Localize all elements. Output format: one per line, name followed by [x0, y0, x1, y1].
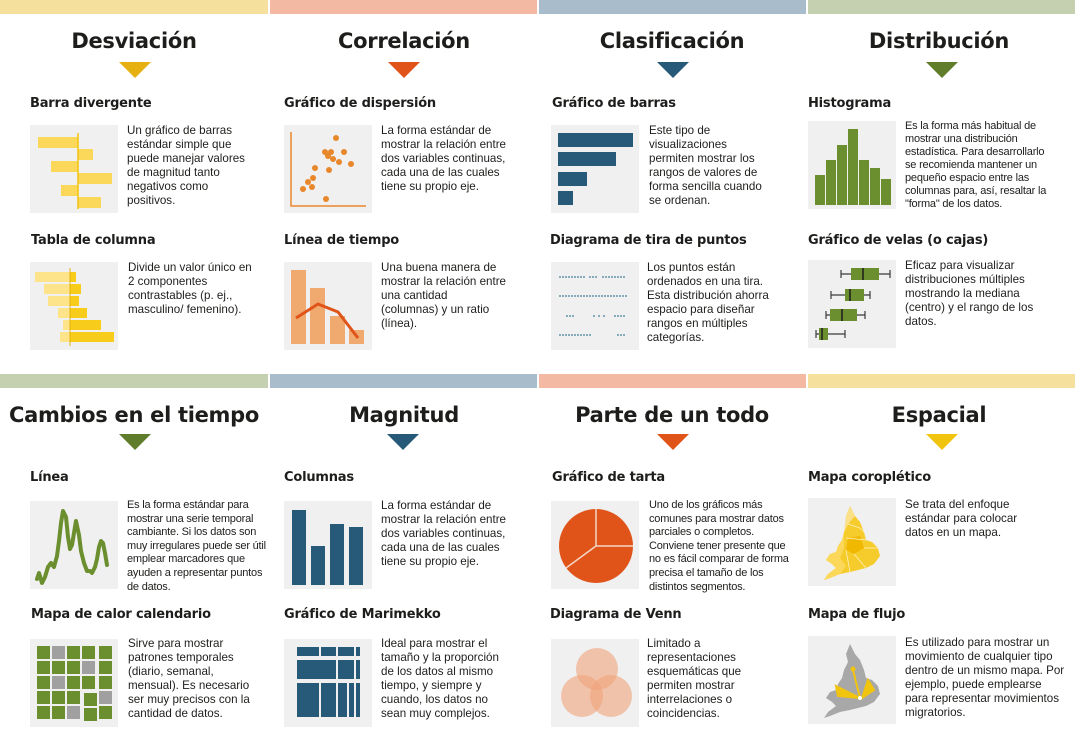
item-description: Divide un valor único en 2 componentes c… [128, 261, 252, 316]
marimekko-chart-icon [284, 639, 372, 727]
category-correlacion: Correlación Gráfico de dispersión La for… [270, 0, 538, 370]
item-description: Un gráfico de barras estándar simple que… [127, 124, 245, 207]
item-description: Uno de los gráficos más comunes para mos… [649, 499, 789, 593]
category-title: Distribución [868, 29, 1010, 53]
item-title: Diagrama de tira de puntos [550, 233, 747, 248]
item-description: Es la forma estándar para mostrar una se… [127, 499, 266, 593]
band-clasificacion [539, 0, 806, 14]
triangle-down-icon [387, 434, 419, 450]
choropleth-map-icon [808, 498, 896, 586]
category-title: Correlación [338, 29, 470, 53]
item-title: Diagrama de Venn [550, 607, 682, 622]
item-description: Limitado a representaciones esquemáticas… [647, 637, 742, 720]
triangle-down-icon [657, 62, 689, 78]
item-title: Mapa coroplético [808, 470, 931, 485]
band-correlacion [270, 0, 537, 14]
item-title: Mapa de calor calendario [31, 607, 211, 622]
item-title: Tabla de columna [31, 233, 156, 248]
band-magnitud [270, 374, 537, 388]
band-distribucion [808, 0, 1075, 14]
item-title: Gráfico de velas (o cajas) [808, 233, 989, 248]
item-description: Sirve para mostrar patrones temporales (… [128, 637, 250, 720]
boxplot-icon [808, 260, 896, 348]
item-description: Una buena manera de mostrar la relación … [381, 261, 507, 330]
category-desviacion: Desviación Barra divergente Un gráfico d… [0, 0, 268, 370]
category-cambios-en-el-tiempo: Cambios en el tiempo Línea Es la forma e… [0, 374, 268, 743]
item-description: Es utilizado para mostrar un movimiento … [905, 636, 1065, 719]
item-title: Gráfico de tarta [552, 470, 665, 485]
dot-strip-plot-icon [551, 262, 639, 350]
venn-diagram-icon [551, 639, 639, 727]
ordered-bar-chart-icon [551, 125, 639, 213]
item-description: Eficaz para visualizar distribuciones mú… [905, 259, 1034, 328]
item-description: Se trata del enfoque estándar para coloc… [905, 498, 1018, 539]
triangle-down-icon [119, 434, 151, 450]
category-title: Cambios en el tiempo [8, 403, 259, 427]
category-distribucion: Distribución Histograma Es la forma más … [805, 0, 1073, 370]
category-espacial: Espacial Mapa coroplético Se trata del e… [805, 374, 1073, 743]
scatter-plot-icon [284, 125, 372, 213]
category-title: Parte de un todo [575, 403, 769, 427]
item-description: Este tipo de visualizaciones permiten mo… [649, 124, 762, 207]
category-title: Magnitud [349, 403, 459, 427]
item-title: Columnas [284, 470, 354, 485]
item-description: La forma estándar de mostrar la relación… [381, 124, 507, 193]
category-clasificacion: Clasificación Gráfico de barras Este tip… [538, 0, 806, 370]
category-parte-de-un-todo: Parte de un todo Gráfico de tarta Uno de… [538, 374, 806, 743]
spine-chart-icon [30, 262, 118, 350]
pie-chart-icon [551, 501, 639, 589]
category-title: Clasificación [599, 29, 745, 53]
triangle-down-icon [119, 62, 151, 78]
item-title: Gráfico de dispersión [284, 96, 436, 111]
histogram-icon [808, 121, 896, 209]
band-espacial [808, 374, 1075, 388]
item-title: Línea de tiempo [284, 233, 400, 248]
category-title: Desviación [71, 29, 197, 53]
line-chart-icon [30, 501, 118, 589]
item-description: Es la forma más habitual de mostrar una … [905, 120, 1047, 210]
item-description: Ideal para mostrar el tamaño y la propor… [381, 637, 499, 720]
item-title: Mapa de flujo [808, 607, 906, 622]
category-title: Espacial [891, 403, 987, 427]
column-line-timeline-icon [284, 262, 372, 350]
triangle-down-icon [657, 434, 689, 450]
flow-map-icon [808, 636, 896, 724]
diverging-bar-chart-icon [30, 125, 118, 213]
band-cambios [0, 374, 268, 388]
triangle-down-icon [926, 434, 958, 450]
item-title: Gráfico de barras [552, 96, 676, 111]
triangle-down-icon [926, 62, 958, 78]
band-parte [539, 374, 806, 388]
item-description: Los puntos están ordenados en una tira. … [647, 261, 769, 344]
calendar-heatmap-icon [30, 639, 118, 727]
item-title: Barra divergente [30, 96, 152, 111]
item-title: Línea [30, 470, 69, 485]
item-title: Gráfico de Marimekko [284, 607, 441, 622]
column-chart-icon [284, 501, 372, 589]
item-description: La forma estándar de mostrar la relación… [381, 499, 507, 568]
band-desviacion [0, 0, 268, 14]
category-magnitud: Magnitud Columnas La forma estándar de m… [270, 374, 538, 743]
triangle-down-icon [388, 62, 420, 78]
item-title: Histograma [808, 96, 892, 111]
